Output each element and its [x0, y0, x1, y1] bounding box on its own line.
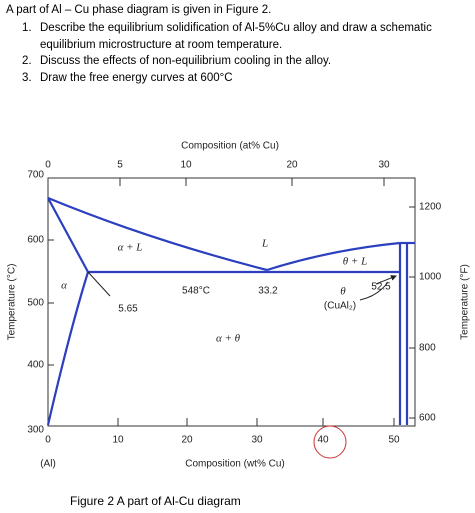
region-label: α — [61, 280, 67, 292]
bottom-tick-label: 50 — [388, 435, 400, 446]
question-text: Draw the free energy curves at 600°C — [40, 71, 233, 84]
theta-limit-label: 52.5 — [371, 282, 391, 293]
top-tick-label: 20 — [286, 160, 298, 171]
region-label: α + θ — [216, 333, 241, 345]
left-axis-title: Temperature (°C) — [7, 264, 18, 341]
left-tick-label: 600 — [27, 235, 44, 246]
right-tick-label: 1200 — [419, 202, 442, 213]
right-tick-label: 600 — [419, 413, 436, 424]
left-tick-label: 700 — [27, 170, 44, 181]
region-label: L — [261, 238, 268, 250]
eutectic-temp-label: 548°C — [182, 286, 210, 297]
left-tick-label: 400 — [27, 360, 44, 371]
bottom-tick-label: 40 — [317, 435, 329, 446]
intro: A part of Al – Cu phase diagram is given… — [6, 4, 272, 16]
top-tick-label: 10 — [180, 160, 192, 171]
question: 1. Describe the equilibrium solidificatio… — [22, 20, 462, 53]
question-number: 1. — [22, 22, 32, 34]
question: 2. Discuss the effects of non-equilibrium… — [22, 53, 462, 70]
left-tick-label: 300 — [27, 425, 44, 436]
question: 3. Draw the free energy curves at 600°C — [22, 70, 462, 87]
question-number: 3. — [22, 71, 32, 84]
top-tick-label: 5 — [117, 160, 123, 171]
figure-caption: Figure 2 A part of Al-Cu diagram — [70, 494, 241, 508]
compound-label: (CuAl₂) — [324, 301, 356, 312]
plot-frame — [47, 177, 416, 427]
region-label: θ + L — [343, 256, 367, 268]
top-tick-label: 30 — [378, 160, 390, 171]
right-tick-label: 1000 — [419, 272, 442, 283]
top-axis-title: Composition (at% Cu) — [181, 141, 279, 152]
bottom-axis-title: Composition (wt% Cu) — [185, 459, 284, 470]
bottom-tick-label: 20 — [181, 435, 193, 446]
bottom-end-label: (Al) — [40, 459, 56, 470]
region-label: θ — [340, 286, 346, 298]
bottom-tick-label: 30 — [251, 435, 263, 446]
eutectic-comp-label: 33.2 — [258, 286, 278, 297]
bottom-tick-label: 10 — [112, 435, 124, 446]
question-number: 2. — [22, 55, 32, 67]
question-text: Discuss the effects of non-equilibrium c… — [40, 55, 332, 67]
question-text: Describe the equilibrium solidification … — [40, 22, 432, 51]
region-label: α + L — [118, 242, 143, 254]
ticks — [48, 178, 415, 426]
top-tick-label: 0 — [45, 160, 51, 171]
question-list: 1. Describe the equilibrium solidificatio… — [22, 20, 462, 86]
phase-boundaries — [46, 196, 415, 426]
solubility-label: 5.65 — [118, 304, 138, 315]
right-tick-label: 800 — [419, 343, 436, 354]
right-axis-title: Temperature (°F) — [460, 264, 471, 340]
bottom-tick-label: 0 — [45, 435, 51, 446]
left-tick-label: 500 — [27, 298, 44, 309]
highlight-circle — [313, 425, 347, 459]
